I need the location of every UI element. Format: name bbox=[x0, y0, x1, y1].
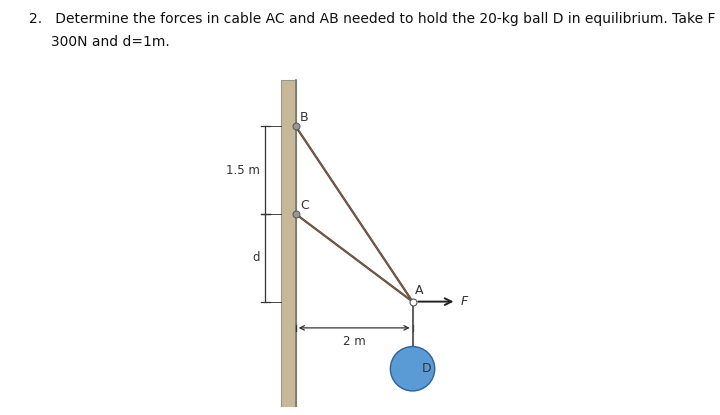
Text: B: B bbox=[300, 110, 308, 124]
Text: D: D bbox=[421, 362, 431, 375]
Text: 2.   Determine the forces in cable AC and AB needed to hold the 20-kg ball D in : 2. Determine the forces in cable AC and … bbox=[29, 12, 720, 27]
Text: F: F bbox=[461, 295, 468, 308]
Text: 2 m: 2 m bbox=[343, 335, 366, 348]
Text: 1.5 m: 1.5 m bbox=[225, 164, 260, 177]
Circle shape bbox=[390, 347, 435, 391]
Text: A: A bbox=[415, 284, 423, 297]
Text: d: d bbox=[252, 251, 260, 264]
Text: C: C bbox=[300, 199, 309, 212]
Bar bbox=[282, 80, 296, 415]
Text: 300N and d=1m.: 300N and d=1m. bbox=[29, 35, 169, 49]
